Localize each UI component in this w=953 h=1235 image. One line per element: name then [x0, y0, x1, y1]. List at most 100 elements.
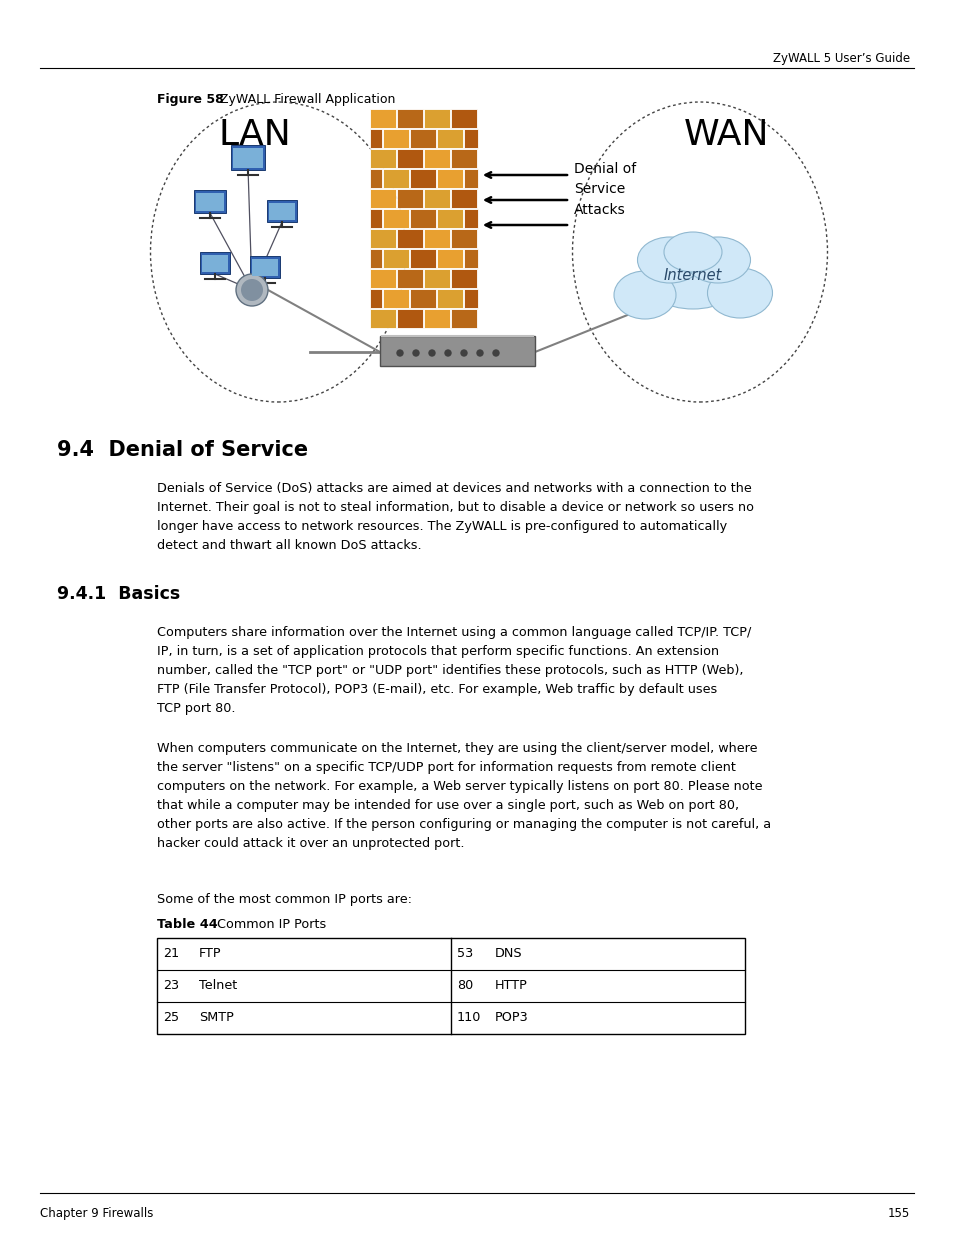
Ellipse shape — [685, 237, 750, 283]
Circle shape — [476, 350, 482, 356]
Bar — [396, 109, 422, 128]
Text: Some of the most common IP ports are:: Some of the most common IP ports are: — [157, 893, 412, 906]
Bar — [370, 149, 395, 168]
Circle shape — [493, 350, 498, 356]
Bar — [370, 109, 395, 128]
Bar — [423, 189, 450, 207]
Bar — [370, 309, 395, 329]
Bar — [436, 289, 462, 308]
Bar — [382, 128, 409, 148]
Bar — [370, 209, 381, 228]
Bar — [451, 228, 476, 248]
Ellipse shape — [663, 232, 721, 272]
Bar — [233, 148, 263, 168]
Text: Internet: Internet — [663, 268, 721, 284]
Bar — [252, 259, 277, 275]
Text: Service: Service — [574, 182, 624, 196]
Circle shape — [396, 350, 402, 356]
Bar — [382, 249, 409, 268]
Bar — [267, 200, 296, 222]
Bar — [436, 249, 462, 268]
Bar — [250, 256, 280, 278]
Text: ZyWALL 5 User’s Guide: ZyWALL 5 User’s Guide — [772, 52, 909, 65]
Bar — [451, 149, 476, 168]
Text: Telnet: Telnet — [199, 979, 237, 992]
Bar — [410, 249, 436, 268]
Bar — [410, 128, 436, 148]
Bar — [463, 169, 477, 188]
Bar — [436, 169, 462, 188]
Bar — [269, 203, 294, 220]
Text: 9.4.1  Basics: 9.4.1 Basics — [57, 585, 180, 603]
Text: Attacks: Attacks — [574, 203, 625, 217]
Ellipse shape — [614, 270, 676, 319]
Bar — [463, 289, 477, 308]
Bar — [396, 228, 422, 248]
Circle shape — [413, 350, 418, 356]
Circle shape — [460, 350, 467, 356]
Text: POP3: POP3 — [495, 1011, 528, 1024]
Text: 25: 25 — [163, 1011, 179, 1024]
Bar — [410, 289, 436, 308]
Bar — [423, 309, 450, 329]
Circle shape — [241, 279, 263, 301]
Bar — [396, 309, 422, 329]
Bar — [370, 169, 381, 188]
Text: Denial of: Denial of — [574, 162, 636, 177]
Bar — [382, 209, 409, 228]
Bar — [382, 169, 409, 188]
Bar — [370, 189, 395, 207]
Bar — [396, 189, 422, 207]
Text: HTTP: HTTP — [495, 979, 527, 992]
Ellipse shape — [642, 247, 742, 309]
Text: Denials of Service (DoS) attacks are aimed at devices and networks with a connec: Denials of Service (DoS) attacks are aim… — [157, 482, 753, 552]
Bar — [231, 144, 265, 170]
Circle shape — [429, 350, 435, 356]
Text: WAN: WAN — [683, 119, 769, 152]
Circle shape — [444, 350, 451, 356]
Text: 53: 53 — [456, 947, 473, 960]
Bar — [451, 309, 476, 329]
Text: Common IP Ports: Common IP Ports — [216, 918, 326, 931]
Text: LAN: LAN — [218, 119, 291, 152]
Bar — [423, 269, 450, 288]
Bar — [463, 209, 477, 228]
Bar — [202, 254, 228, 272]
Bar — [396, 269, 422, 288]
Text: When computers communicate on the Internet, they are using the client/server mod: When computers communicate on the Intern… — [157, 742, 770, 850]
Text: 23: 23 — [163, 979, 179, 992]
Bar — [463, 128, 477, 148]
Text: Table 44: Table 44 — [157, 918, 217, 931]
Text: DNS: DNS — [495, 947, 522, 960]
Bar — [451, 109, 476, 128]
Ellipse shape — [707, 268, 772, 317]
Bar — [370, 128, 381, 148]
Bar — [410, 169, 436, 188]
Text: Figure 58: Figure 58 — [157, 93, 224, 106]
Bar — [379, 336, 535, 366]
Bar — [382, 289, 409, 308]
Bar — [195, 193, 224, 211]
Text: 9.4  Denial of Service: 9.4 Denial of Service — [57, 440, 308, 459]
Text: 80: 80 — [456, 979, 473, 992]
Text: 155: 155 — [887, 1207, 909, 1220]
Text: Computers share information over the Internet using a common language called TCP: Computers share information over the Int… — [157, 626, 750, 715]
Bar — [200, 252, 230, 274]
Text: Chapter 9 Firewalls: Chapter 9 Firewalls — [40, 1207, 153, 1220]
Bar — [423, 109, 450, 128]
Bar — [193, 190, 226, 212]
Text: 21: 21 — [163, 947, 179, 960]
Bar — [436, 128, 462, 148]
Text: SMTP: SMTP — [199, 1011, 233, 1024]
Circle shape — [235, 274, 268, 306]
Text: ZyWALL Firewall Application: ZyWALL Firewall Application — [220, 93, 395, 106]
Bar — [410, 209, 436, 228]
Bar — [370, 269, 395, 288]
Bar — [436, 209, 462, 228]
Ellipse shape — [637, 237, 701, 283]
Bar — [396, 149, 422, 168]
Bar — [370, 289, 381, 308]
Bar — [463, 249, 477, 268]
Text: FTP: FTP — [199, 947, 221, 960]
Bar — [423, 228, 450, 248]
